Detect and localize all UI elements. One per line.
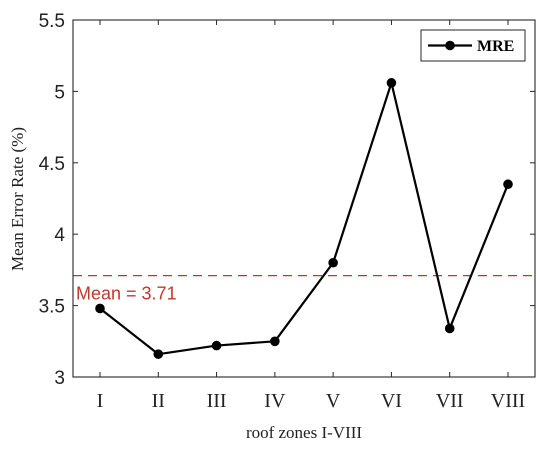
y-axis-ticks: 3 3.5 4 4.5 5 5.5 bbox=[39, 11, 535, 389]
legend-marker-swatch bbox=[445, 40, 455, 51]
data-point-iii bbox=[211, 340, 222, 351]
data-point-vii bbox=[444, 323, 455, 334]
x-tick-label: VI bbox=[381, 390, 402, 412]
mean-label: Mean = 3.71 bbox=[76, 284, 177, 304]
plot-frame bbox=[72, 19, 536, 378]
x-axis-title: roof zones I-VIII bbox=[246, 423, 362, 442]
x-tick-label: IV bbox=[264, 390, 286, 412]
x-axis-ticks: I II III IV V VI VII VIII bbox=[97, 20, 525, 412]
y-tick-label: 3 bbox=[54, 368, 65, 389]
x-tick-label: VII bbox=[436, 390, 464, 412]
data-point-vi bbox=[386, 78, 397, 88]
data-point-ii bbox=[153, 349, 164, 359]
y-axis-title: Mean Error Rate (%) bbox=[8, 127, 27, 271]
data-point-iv bbox=[270, 336, 280, 347]
x-tick-label: V bbox=[326, 390, 341, 412]
mean-label-background bbox=[74, 282, 186, 305]
legend: MRE bbox=[420, 29, 526, 62]
x-tick-label: VIII bbox=[491, 390, 525, 412]
y-tick-label: 3.5 bbox=[39, 297, 65, 318]
mean-reference: Mean = 3.71 bbox=[73, 275, 535, 305]
plot-area bbox=[73, 20, 535, 377]
y-tick-label: 4.5 bbox=[39, 154, 65, 175]
y-tick-label: 4 bbox=[54, 225, 65, 246]
series-mre bbox=[95, 78, 513, 359]
x-tick-label: I bbox=[97, 390, 104, 412]
series-line-mre bbox=[99, 81, 510, 356]
x-tick-label: III bbox=[207, 390, 227, 412]
legend-entry-mre: MRE bbox=[477, 38, 514, 55]
y-tick-label: 5 bbox=[54, 82, 65, 103]
x-tick-label: II bbox=[152, 390, 165, 412]
data-point-i bbox=[95, 303, 105, 314]
y-tick-label: 5.5 bbox=[39, 11, 65, 32]
data-point-viii bbox=[503, 179, 513, 190]
data-point-v bbox=[328, 257, 338, 268]
